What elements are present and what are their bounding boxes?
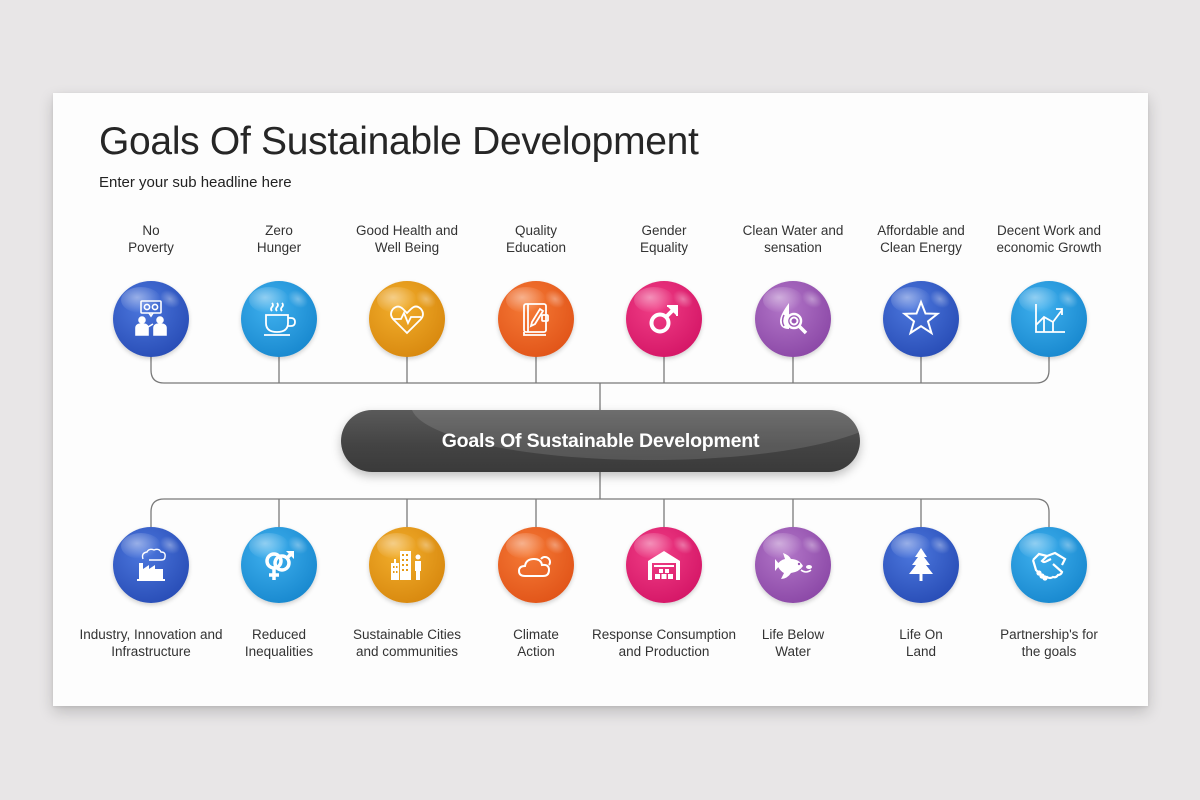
sub-headline: Enter your sub headline here xyxy=(99,174,292,191)
center-label: Goals Of Sustainable Development xyxy=(441,429,760,452)
goal-label: Decent Work and economic Growth xyxy=(996,223,1102,255)
goal-sustainable-cities[interactable]: Sustainable Cities and communities xyxy=(327,626,487,660)
cloud-sun-icon xyxy=(517,556,551,577)
goal-life-on-land[interactable]: Life On Land xyxy=(841,626,1001,660)
notebook-pen-icon xyxy=(523,303,549,336)
goal-icon-badge[interactable] xyxy=(755,527,831,603)
goal-icon-badge[interactable] xyxy=(1011,527,1087,603)
goal-gender-equality[interactable]: Gender Equality xyxy=(584,222,744,256)
hot-cup-icon xyxy=(264,302,296,336)
fish-icon xyxy=(775,553,812,579)
goal-label: Life On Land xyxy=(899,627,943,659)
goal-icon-badge[interactable] xyxy=(626,527,702,603)
goal-good-health[interactable]: Good Health and Well Being xyxy=(327,222,487,256)
goal-partnerships[interactable]: Partnership's for the goals xyxy=(969,626,1129,660)
goal-label: Good Health and Well Being xyxy=(355,223,459,255)
center-goals-pill: Goals Of Sustainable Development xyxy=(341,410,860,472)
goal-label: Zero Hunger xyxy=(256,223,302,255)
goal-quality-education[interactable]: Quality Education xyxy=(456,222,616,256)
goal-industry-innovation[interactable]: Industry, Innovation and Infrastructure xyxy=(71,626,231,660)
goal-icon-badge[interactable] xyxy=(498,527,574,603)
goal-label: Partnership's for the goals xyxy=(1000,627,1098,659)
goal-icon-badge[interactable] xyxy=(883,281,959,357)
handshake-icon xyxy=(1031,551,1067,581)
people-discussion-gears-icon xyxy=(135,300,167,336)
goal-icon-badge[interactable] xyxy=(113,281,189,357)
goal-climate-action[interactable]: Climate Action xyxy=(456,626,616,660)
goal-label: Reduced Inequalities xyxy=(244,627,314,659)
goal-icon-badge[interactable] xyxy=(241,527,317,603)
goal-affordable-energy[interactable]: Affordable and Clean Energy xyxy=(841,222,1001,256)
goal-label: Climate Action xyxy=(513,627,559,659)
warehouse-icon xyxy=(648,551,680,580)
goal-clean-water[interactable]: Clean Water and sensation xyxy=(713,222,873,256)
growth-chart-icon xyxy=(1035,304,1065,333)
goal-icon-badge[interactable] xyxy=(755,281,831,357)
goal-label: Affordable and Clean Energy xyxy=(877,223,965,255)
pine-tree-icon xyxy=(909,548,933,581)
goal-life-below-water[interactable]: Life Below Water xyxy=(713,626,873,660)
goal-reduced-inequalities[interactable]: Reduced Inequalities xyxy=(199,626,359,660)
goal-response-consumption[interactable]: Response Consumption and Production xyxy=(584,626,744,660)
factory-icon xyxy=(137,548,166,581)
gender-symbols-icon xyxy=(265,551,294,580)
goal-label: Clean Water and sensation xyxy=(742,223,844,255)
goal-icon-badge[interactable] xyxy=(883,527,959,603)
male-symbol-icon xyxy=(649,305,678,334)
goal-label: Industry, Innovation and Infrastructure xyxy=(79,627,223,659)
goal-icon-badge[interactable] xyxy=(369,527,445,603)
goal-label: Gender Equality xyxy=(639,223,689,255)
goal-icon-badge[interactable] xyxy=(113,527,189,603)
goal-label: Quality Education xyxy=(505,223,567,255)
goal-label: Sustainable Cities and communities xyxy=(352,627,462,659)
heart-pulse-icon xyxy=(390,305,424,335)
goal-icon-badge[interactable] xyxy=(498,281,574,357)
goal-icon-badge[interactable] xyxy=(369,281,445,357)
goal-label: Life Below Water xyxy=(761,627,825,659)
goal-no-poverty[interactable]: No Poverty xyxy=(71,222,231,256)
goal-icon-badge[interactable] xyxy=(241,281,317,357)
goal-label: No Poverty xyxy=(128,223,174,255)
goal-label: Response Consumption and Production xyxy=(591,627,737,659)
water-drop-magnifier-icon xyxy=(780,303,808,335)
city-buildings-icon xyxy=(391,551,421,580)
goal-decent-work[interactable]: Decent Work and economic Growth xyxy=(969,222,1129,256)
goal-icon-badge[interactable] xyxy=(1011,281,1087,357)
page-title: Goals Of Sustainable Development xyxy=(99,120,699,163)
goal-icon-badge[interactable] xyxy=(626,281,702,357)
star-icon xyxy=(901,299,941,336)
goal-zero-hunger[interactable]: Zero Hunger xyxy=(199,222,359,256)
